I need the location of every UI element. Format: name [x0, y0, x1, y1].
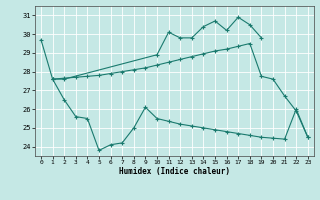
X-axis label: Humidex (Indice chaleur): Humidex (Indice chaleur): [119, 167, 230, 176]
